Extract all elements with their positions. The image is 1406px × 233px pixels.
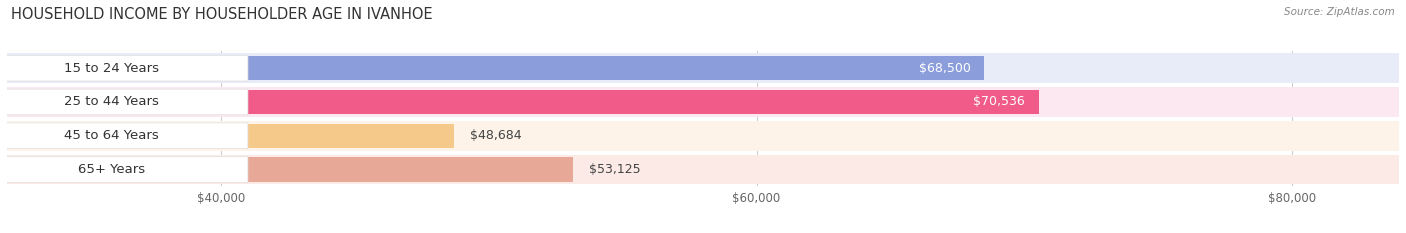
FancyBboxPatch shape (0, 89, 247, 115)
Text: $48,684: $48,684 (470, 129, 522, 142)
Bar (7, 56, 984, 80)
FancyBboxPatch shape (0, 55, 247, 81)
Bar (7, 121, 1399, 151)
Bar (7, 87, 1399, 117)
Text: $68,500: $68,500 (918, 62, 970, 75)
Text: Source: ZipAtlas.com: Source: ZipAtlas.com (1284, 7, 1395, 17)
Text: $53,125: $53,125 (589, 163, 640, 176)
FancyBboxPatch shape (0, 157, 247, 182)
Bar (7, 157, 572, 182)
Text: 45 to 64 Years: 45 to 64 Years (65, 129, 159, 142)
Bar (7, 53, 1399, 83)
Bar (7, 155, 1399, 184)
Text: $70,536: $70,536 (973, 96, 1025, 108)
FancyBboxPatch shape (0, 123, 247, 149)
Bar (7, 123, 454, 148)
Text: 65+ Years: 65+ Years (77, 163, 145, 176)
Text: HOUSEHOLD INCOME BY HOUSEHOLDER AGE IN IVANHOE: HOUSEHOLD INCOME BY HOUSEHOLDER AGE IN I… (11, 7, 433, 22)
Text: 15 to 24 Years: 15 to 24 Years (63, 62, 159, 75)
Bar (7, 90, 1039, 114)
Text: 25 to 44 Years: 25 to 44 Years (65, 96, 159, 108)
